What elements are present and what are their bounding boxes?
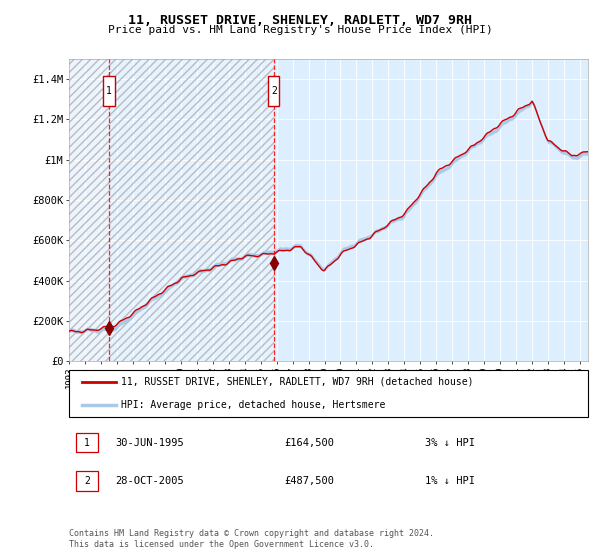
Text: 3% ↓ HPI: 3% ↓ HPI — [425, 438, 475, 448]
Text: 30-JUN-1995: 30-JUN-1995 — [116, 438, 184, 448]
Text: Contains HM Land Registry data © Crown copyright and database right 2024.
This d: Contains HM Land Registry data © Crown c… — [69, 529, 434, 549]
Bar — [69, 59, 109, 361]
Text: 11, RUSSET DRIVE, SHENLEY, RADLETT, WD7 9RH (detached house): 11, RUSSET DRIVE, SHENLEY, RADLETT, WD7 … — [121, 376, 473, 386]
Text: HPI: Average price, detached house, Hertsmere: HPI: Average price, detached house, Hert… — [121, 400, 385, 410]
Bar — [109, 59, 274, 361]
Text: 1: 1 — [84, 438, 90, 448]
FancyBboxPatch shape — [103, 76, 115, 106]
Text: 2: 2 — [84, 476, 90, 486]
FancyBboxPatch shape — [76, 472, 98, 491]
FancyBboxPatch shape — [268, 76, 280, 106]
Text: £164,500: £164,500 — [284, 438, 334, 448]
Text: £487,500: £487,500 — [284, 476, 334, 486]
FancyBboxPatch shape — [76, 433, 98, 452]
Text: 2: 2 — [271, 86, 277, 96]
Text: 28-OCT-2005: 28-OCT-2005 — [116, 476, 184, 486]
Text: 1% ↓ HPI: 1% ↓ HPI — [425, 476, 475, 486]
Bar — [69, 59, 109, 361]
Bar — [109, 59, 274, 361]
FancyBboxPatch shape — [69, 370, 588, 417]
Text: 1: 1 — [106, 86, 112, 96]
Text: Price paid vs. HM Land Registry's House Price Index (HPI): Price paid vs. HM Land Registry's House … — [107, 25, 493, 35]
Text: 11, RUSSET DRIVE, SHENLEY, RADLETT, WD7 9RH: 11, RUSSET DRIVE, SHENLEY, RADLETT, WD7 … — [128, 14, 472, 27]
